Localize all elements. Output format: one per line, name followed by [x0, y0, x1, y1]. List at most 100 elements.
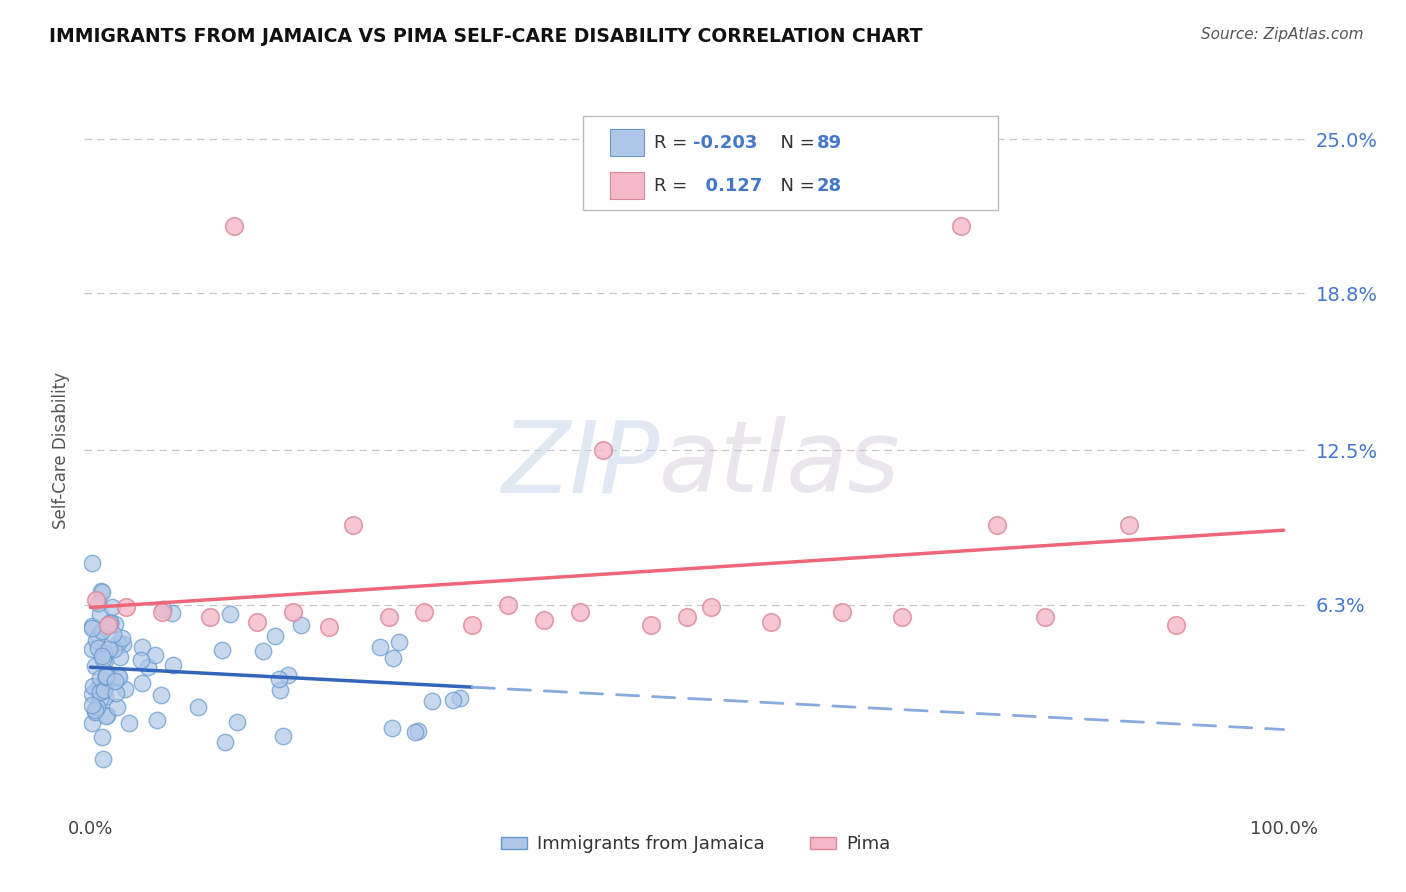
Point — [831, 606, 853, 620]
Point — [91, 752, 114, 766]
Point — [162, 658, 184, 673]
Text: N =: N = — [769, 177, 821, 194]
Point — [80, 715, 103, 730]
Text: -0.203: -0.203 — [693, 134, 758, 152]
Point — [80, 619, 103, 633]
Point — [98, 615, 121, 629]
Point — [91, 652, 114, 666]
Point — [269, 683, 291, 698]
Point — [592, 443, 614, 458]
Point — [107, 668, 129, 682]
Point — [84, 705, 107, 719]
Point — [90, 648, 112, 663]
Point — [89, 607, 111, 621]
Text: 0.127: 0.127 — [693, 177, 762, 194]
Point — [80, 642, 103, 657]
Point — [97, 618, 120, 632]
Point — [90, 584, 112, 599]
Point — [318, 620, 340, 634]
Point — [98, 615, 121, 630]
Point — [91, 730, 114, 744]
Point — [700, 600, 723, 615]
Point — [104, 674, 127, 689]
Point — [103, 626, 125, 640]
Point — [404, 725, 426, 739]
Point — [226, 714, 249, 729]
Point — [96, 669, 118, 683]
Point — [90, 584, 112, 599]
Text: N =: N = — [769, 134, 821, 152]
Point — [759, 615, 782, 630]
Point — [986, 518, 1008, 533]
Point — [676, 610, 699, 624]
Legend: Immigrants from Jamaica, Pima: Immigrants from Jamaica, Pima — [494, 828, 898, 861]
Point — [96, 707, 118, 722]
Point — [219, 607, 242, 622]
Point — [114, 681, 136, 696]
Point — [80, 621, 103, 635]
Point — [368, 640, 391, 654]
Point — [84, 659, 107, 673]
Point — [150, 606, 173, 620]
Point — [568, 606, 591, 620]
Point — [290, 617, 312, 632]
Point — [129, 653, 152, 667]
Point — [1118, 518, 1140, 533]
Point — [381, 721, 404, 735]
Point — [222, 219, 245, 234]
Point — [84, 593, 107, 607]
Point — [198, 610, 221, 624]
Point — [91, 675, 114, 690]
Point — [640, 618, 662, 632]
Point — [461, 618, 484, 632]
Point — [406, 724, 429, 739]
Point — [96, 709, 118, 723]
Y-axis label: Self-Care Disability: Self-Care Disability — [52, 372, 70, 529]
Point — [342, 518, 364, 533]
Point — [377, 610, 399, 624]
Point — [104, 686, 127, 700]
Text: R =: R = — [654, 134, 693, 152]
Point — [496, 598, 519, 612]
Point — [89, 671, 111, 685]
Point — [94, 653, 117, 667]
Point — [143, 648, 166, 662]
Point — [93, 646, 115, 660]
Point — [82, 698, 104, 712]
Point — [388, 635, 411, 649]
Text: atlas: atlas — [659, 417, 901, 514]
Point — [89, 685, 111, 699]
Point — [86, 699, 108, 714]
Point — [108, 650, 131, 665]
Point — [533, 613, 555, 627]
Point — [136, 660, 159, 674]
Point — [152, 601, 174, 615]
Point — [93, 683, 115, 698]
Point — [252, 644, 274, 658]
Point — [86, 682, 108, 697]
Point — [83, 703, 105, 717]
Point — [1033, 610, 1056, 624]
Point — [91, 624, 114, 638]
Text: IMMIGRANTS FROM JAMAICA VS PIMA SELF-CARE DISABILITY CORRELATION CHART: IMMIGRANTS FROM JAMAICA VS PIMA SELF-CAR… — [49, 27, 922, 45]
Point — [104, 616, 127, 631]
Point — [101, 600, 124, 615]
Point — [381, 650, 404, 665]
Point — [105, 699, 128, 714]
Point — [150, 689, 173, 703]
Text: R =: R = — [654, 177, 693, 194]
Point — [277, 668, 299, 682]
Point — [283, 606, 305, 620]
Point — [441, 693, 464, 707]
Point — [87, 596, 110, 610]
Point — [131, 676, 153, 690]
Point — [890, 610, 912, 624]
Text: Source: ZipAtlas.com: Source: ZipAtlas.com — [1201, 27, 1364, 42]
Point — [162, 607, 184, 621]
Point — [84, 632, 107, 647]
Point — [80, 687, 103, 701]
Point — [449, 691, 471, 706]
Point — [263, 629, 285, 643]
Point — [87, 641, 110, 656]
Point — [111, 637, 134, 651]
